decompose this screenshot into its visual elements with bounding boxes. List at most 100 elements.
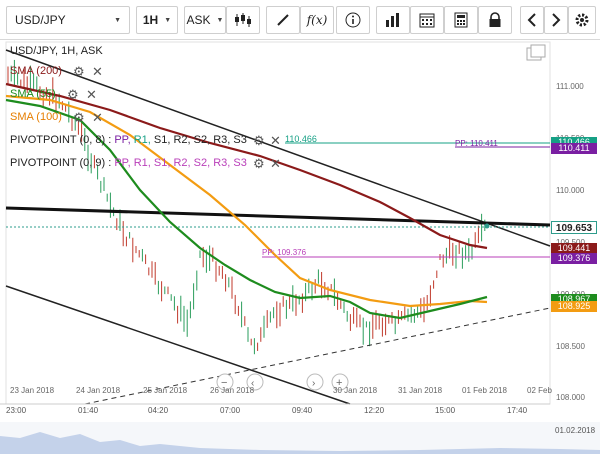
chart-area[interactable]: − ‹ › + USD/JPY, 1H, ASK SMA (200) ⚙ ✕ S…	[0, 40, 600, 454]
expand-chart-button[interactable]	[526, 44, 546, 61]
s2-label: S2,	[193, 134, 211, 146]
price-tag-sma-55: 108.967	[551, 294, 597, 305]
calculator-button[interactable]	[444, 6, 478, 34]
r2-label: R2,	[173, 134, 191, 146]
time-label: 23:00	[6, 406, 27, 415]
price-tick: 108.500	[556, 342, 585, 351]
time-label: 15:00	[435, 406, 456, 415]
price-tick: 108.000	[556, 393, 585, 402]
indicator-label: SMA (200)	[10, 65, 62, 77]
pivot-label: PIVOTPOINT (0, 9)	[10, 157, 106, 169]
trendline-upper	[5, 49, 551, 247]
indicator-label: SMA (55)	[10, 88, 56, 100]
scroll-forward-button[interactable]	[306, 373, 324, 391]
scroll-back-button[interactable]	[246, 373, 264, 391]
plus-icon: +	[336, 377, 342, 389]
indicator-label: SMA (100)	[10, 111, 62, 123]
calendar-icon	[419, 13, 435, 28]
gear-icon[interactable]: ⚙	[73, 110, 85, 125]
scroll-right-button[interactable]	[544, 6, 568, 34]
calculator-icon	[454, 12, 468, 28]
time-label: 07:00	[220, 406, 241, 415]
time-label: 04:20	[148, 406, 169, 415]
draw-line-icon	[277, 14, 289, 26]
calendar-button[interactable]	[410, 6, 444, 34]
price-tick: 110.000	[556, 186, 585, 195]
lock-button[interactable]	[478, 6, 512, 34]
price-tag-pp-upper: 110.411	[551, 143, 597, 154]
function-button[interactable]: f(x)	[300, 6, 334, 34]
chevron-down-icon: ▼	[216, 16, 224, 24]
indicator-pivot-0-9[interactable]: PIVOTPOINT (0, 9) : PP, R1, S1, R2, S2, …	[10, 157, 247, 169]
pp-level-label: PP: 110.411	[455, 139, 498, 148]
pivot-r1-value: 110.466	[285, 134, 317, 144]
chevron-down-icon: ▼	[164, 16, 172, 24]
close-icon[interactable]: ✕	[86, 87, 97, 102]
indicator-sma-100[interactable]: SMA (100)	[10, 111, 62, 123]
info-button[interactable]	[336, 6, 370, 34]
chevron-right-icon	[552, 13, 561, 27]
date-label: 25 Jan 2018	[143, 386, 188, 395]
chevron-left-icon: ‹	[251, 378, 254, 389]
r3-label: R3,	[213, 134, 231, 146]
indicator-sma-55[interactable]: SMA (55)	[10, 88, 56, 100]
symbol-select[interactable]: USD/JPY ▼	[6, 6, 130, 34]
chart-type-button[interactable]	[226, 6, 260, 34]
toolbar: USD/JPY ▼ 1H ▼ ASK ▼ f(x)	[0, 0, 600, 40]
price-type-select[interactable]: ASK ▼	[184, 6, 226, 34]
gear-icon[interactable]: ⚙	[253, 133, 265, 148]
indicator-sma-200[interactable]: SMA (200)	[10, 65, 62, 77]
zoom-controls[interactable]: − ‹ › +	[216, 373, 349, 391]
price-tag-r1: 110.466	[551, 137, 597, 148]
chevron-right-icon: ›	[312, 378, 315, 389]
s1-label: S1,	[153, 134, 171, 146]
studies-button[interactable]	[376, 6, 410, 34]
price-tag-sma-100: 108.925	[551, 301, 597, 312]
time-label: 01:40	[78, 406, 99, 415]
price-tick: 111.000	[556, 82, 584, 91]
gear-icon[interactable]: ⚙	[73, 64, 85, 79]
settings-button[interactable]	[568, 6, 596, 34]
price-tick: 109.500	[556, 238, 585, 247]
lock-icon	[489, 12, 501, 27]
close-icon[interactable]: ✕	[92, 110, 103, 125]
gear-icon[interactable]: ⚙	[67, 87, 79, 102]
sma-100-line	[5, 94, 488, 308]
zoom-in-button[interactable]	[331, 373, 349, 391]
date-label: 30 Jan 2018	[333, 386, 378, 395]
timeframe-select[interactable]: 1H ▼	[136, 6, 178, 34]
indicator-pivot-0-8[interactable]: PIVOTPOINT (0, 8) : PP, R1, S1, R2, S2, …	[10, 134, 247, 146]
zoom-out-button[interactable]	[216, 373, 234, 391]
close-icon[interactable]: ✕	[92, 64, 103, 79]
close-icon[interactable]: ✕	[270, 133, 281, 148]
pivot-label: PIVOTPOINT (0, 8)	[10, 134, 106, 146]
gear-icon[interactable]: ⚙	[253, 156, 265, 171]
sma-55-line	[5, 98, 488, 320]
symbol-label: USD/JPY	[15, 13, 66, 27]
trendline-dashed	[84, 307, 551, 405]
s2-label: S2,	[193, 157, 211, 169]
current-price-marker	[484, 223, 490, 229]
chevron-left-icon	[527, 13, 536, 27]
time-label: 17:40	[507, 406, 528, 415]
s1-label: S1,	[153, 157, 171, 169]
navigator-date: 01.02.2018	[555, 426, 596, 435]
pp-label: PP,	[114, 134, 131, 146]
pp-label: PP,	[114, 157, 131, 169]
chevron-down-icon: ▼	[114, 16, 121, 24]
sma-200-line	[5, 82, 488, 250]
minus-icon: −	[221, 377, 227, 389]
close-icon[interactable]: ✕	[270, 156, 281, 171]
time-label: 09:40	[292, 406, 313, 415]
price-chart[interactable]: − ‹ › +	[0, 40, 600, 454]
scroll-left-button[interactable]	[520, 6, 544, 34]
bar-chart-icon	[386, 13, 399, 27]
time-label: 12:20	[364, 406, 385, 415]
price-type-label: ASK	[186, 13, 211, 27]
date-label: 02 Feb	[527, 386, 552, 395]
price-tag-sma-200: 109.441	[551, 243, 597, 254]
r1-label: R1,	[133, 157, 151, 169]
draw-tool-button[interactable]	[266, 6, 300, 34]
s3-label: S3	[233, 134, 247, 146]
horizontal-resistance-line	[5, 206, 551, 227]
